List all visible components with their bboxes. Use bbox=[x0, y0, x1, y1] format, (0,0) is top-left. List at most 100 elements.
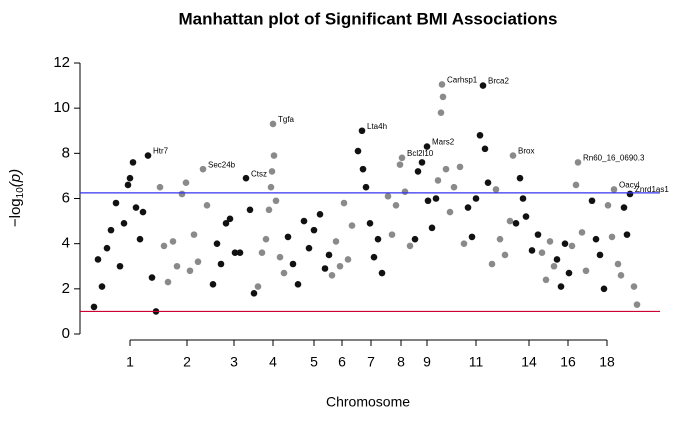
snp-point bbox=[90, 303, 98, 311]
snp-point bbox=[280, 269, 288, 277]
snp-point bbox=[476, 131, 484, 139]
snp-point bbox=[325, 251, 333, 259]
snp-point bbox=[362, 183, 370, 191]
snp-point bbox=[542, 276, 550, 284]
snp-point bbox=[332, 238, 340, 245]
x-tick-label: 8 bbox=[397, 354, 405, 370]
snp-point bbox=[269, 120, 277, 128]
y-tick-label: 6 bbox=[62, 189, 70, 206]
snp-point bbox=[116, 262, 124, 270]
snp-point bbox=[354, 147, 362, 155]
snp-point bbox=[411, 235, 419, 243]
snp-point bbox=[464, 204, 472, 211]
snp-point bbox=[481, 145, 489, 153]
snp-point bbox=[276, 253, 284, 261]
snp-point bbox=[103, 244, 111, 252]
snp-point bbox=[398, 154, 406, 162]
snp-point bbox=[310, 226, 318, 234]
gene-annotation: Oacyl bbox=[619, 181, 640, 190]
gene-annotation: Brox bbox=[518, 147, 534, 156]
snp-point bbox=[209, 281, 217, 288]
snp-point bbox=[120, 220, 128, 227]
x-tick-label: 11 bbox=[469, 354, 484, 370]
snp-point bbox=[173, 262, 181, 270]
snp-point bbox=[164, 278, 172, 286]
snp-point bbox=[242, 174, 250, 182]
snp-point bbox=[630, 283, 638, 290]
snp-point bbox=[633, 301, 641, 308]
snp-point bbox=[432, 195, 440, 202]
snp-point bbox=[610, 186, 618, 193]
snp-point bbox=[126, 174, 134, 182]
snp-point bbox=[608, 233, 616, 241]
x-tick-label: 2 bbox=[183, 354, 191, 370]
snp-point bbox=[370, 253, 378, 261]
snp-point bbox=[553, 256, 561, 263]
snp-point bbox=[582, 267, 590, 275]
snp-point bbox=[439, 93, 447, 101]
snp-point bbox=[538, 249, 546, 256]
gene-annotation: Bcl2l10 bbox=[407, 149, 434, 158]
snp-point bbox=[236, 249, 244, 256]
x-axis-label: Chromosome bbox=[326, 394, 410, 410]
snp-point bbox=[254, 283, 262, 290]
snp-point bbox=[316, 211, 324, 218]
snp-point bbox=[112, 199, 120, 207]
snp-point bbox=[561, 240, 569, 247]
snp-point bbox=[139, 208, 147, 216]
snp-point bbox=[512, 220, 520, 227]
snp-point bbox=[596, 251, 604, 259]
y-label-suffix: (p) bbox=[7, 169, 24, 187]
snp-point bbox=[267, 183, 275, 191]
y-axis-label: −log10(p) bbox=[7, 169, 26, 227]
snp-point bbox=[305, 244, 313, 252]
snp-point bbox=[262, 235, 270, 243]
snp-point bbox=[437, 109, 445, 116]
y-label-subscript: 10 bbox=[15, 187, 26, 199]
gene-annotation: Lta4h bbox=[367, 122, 387, 131]
snp-point bbox=[160, 242, 168, 250]
snp-point bbox=[588, 197, 596, 205]
snp-point bbox=[336, 262, 344, 270]
snp-point bbox=[392, 201, 400, 209]
snp-point bbox=[574, 159, 582, 166]
snp-point bbox=[107, 226, 115, 234]
snp-point bbox=[366, 220, 374, 227]
y-tick-label: 10 bbox=[53, 99, 70, 116]
snp-point bbox=[468, 233, 476, 241]
snp-point bbox=[460, 240, 468, 247]
snp-point bbox=[528, 247, 536, 254]
snp-point bbox=[359, 165, 367, 173]
snp-point bbox=[169, 238, 177, 245]
snp-point bbox=[509, 152, 517, 159]
snp-point bbox=[506, 217, 514, 225]
snp-point bbox=[190, 231, 198, 238]
snp-point bbox=[396, 161, 404, 168]
snp-point bbox=[442, 165, 450, 173]
x-tick-label: 6 bbox=[338, 354, 346, 370]
gene-annotation: Htr7 bbox=[153, 147, 169, 156]
snp-point bbox=[592, 235, 600, 243]
snp-point bbox=[424, 197, 432, 205]
snp-point bbox=[488, 260, 496, 268]
snp-point bbox=[620, 204, 628, 211]
gene-annotation: Rn60_16_0690.3 bbox=[583, 153, 645, 162]
snp-point bbox=[374, 235, 382, 243]
snp-point bbox=[321, 265, 329, 272]
snp-point bbox=[98, 283, 106, 290]
snp-point bbox=[423, 143, 431, 150]
snp-point bbox=[258, 249, 266, 256]
snp-point bbox=[479, 82, 487, 89]
snp-point bbox=[328, 271, 336, 279]
snp-point bbox=[194, 258, 202, 266]
gene-annotation: Sec24b bbox=[208, 160, 236, 169]
snp-point bbox=[265, 206, 273, 214]
snp-point bbox=[222, 220, 230, 227]
x-tick-label: 3 bbox=[230, 354, 238, 370]
snp-point bbox=[446, 208, 454, 216]
snp-point bbox=[94, 256, 102, 263]
snp-point bbox=[300, 217, 308, 225]
snp-point bbox=[438, 81, 446, 88]
snp-point bbox=[268, 168, 276, 175]
snp-point bbox=[182, 179, 190, 186]
